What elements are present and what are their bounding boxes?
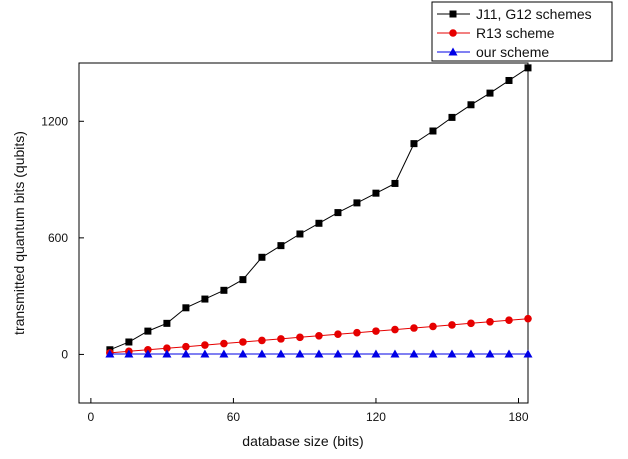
data-point — [124, 349, 134, 358]
data-point — [524, 64, 532, 72]
data-point — [276, 349, 286, 358]
x-axis-label: database size (bits) — [242, 433, 363, 449]
legend: J11, G12 schemes R13 scheme our scheme — [431, 1, 613, 62]
data-point — [295, 349, 305, 358]
data-point — [486, 89, 494, 97]
data-point — [391, 325, 399, 334]
data-point — [182, 304, 190, 312]
data-point — [371, 349, 381, 358]
data-point — [182, 342, 190, 351]
data-point — [201, 295, 209, 303]
data-point — [523, 349, 533, 358]
data-point — [410, 324, 418, 332]
data-point — [163, 344, 171, 353]
data-point — [429, 127, 437, 135]
legend-entry-label: our scheme — [476, 44, 549, 60]
legend-entry-label: J11, G12 schemes — [476, 6, 592, 22]
legend-marker — [449, 29, 457, 37]
data-point — [219, 349, 229, 358]
y-tick-label: 600 — [48, 231, 68, 245]
data-point — [372, 189, 380, 197]
data-point — [277, 335, 285, 343]
data-point — [504, 349, 514, 358]
data-point — [315, 219, 323, 227]
data-point — [409, 349, 419, 358]
data-point — [144, 327, 152, 335]
data-point — [447, 349, 457, 358]
legend-marker — [449, 10, 457, 18]
data-point — [505, 316, 513, 325]
data-point — [257, 349, 267, 358]
data-point — [410, 140, 418, 148]
data-point — [258, 336, 266, 345]
x-tick-label: 60 — [227, 410, 241, 424]
data-point — [372, 327, 380, 335]
data-point — [239, 276, 247, 284]
data-point — [162, 349, 172, 358]
plot-frame — [78, 62, 529, 404]
data-point — [467, 101, 475, 109]
data-point — [333, 349, 343, 358]
x-tick-label: 0 — [88, 410, 95, 424]
x-tick-label: 180 — [508, 410, 528, 424]
legend-box — [431, 1, 613, 62]
data-point — [390, 349, 400, 358]
legend-marker — [448, 47, 458, 56]
data-point — [296, 333, 304, 342]
data-point — [277, 242, 285, 250]
y-tick-label: 1200 — [41, 114, 68, 128]
data-point — [524, 314, 532, 323]
data-point — [125, 338, 133, 346]
y-tick-label: 0 — [61, 347, 68, 361]
data-point — [505, 76, 513, 84]
data-point — [201, 341, 209, 349]
data-point — [238, 349, 248, 358]
data-point — [105, 349, 115, 358]
data-point — [428, 349, 438, 358]
x-tick-label: 120 — [366, 410, 386, 424]
data-point — [353, 328, 361, 337]
data-point — [239, 338, 247, 346]
data-point — [163, 319, 171, 327]
data-point — [352, 349, 362, 358]
data-point — [314, 349, 324, 358]
data-point — [296, 230, 304, 238]
data-point — [466, 349, 476, 358]
data-point — [467, 319, 475, 328]
data-point — [486, 317, 494, 326]
data-point — [391, 179, 399, 187]
data-point — [200, 349, 210, 358]
data-point — [448, 113, 456, 121]
data-point — [181, 349, 191, 358]
y-axis-label: transmitted quantum bits (qubits) — [11, 131, 27, 335]
data-point — [143, 349, 153, 358]
data-point — [220, 339, 228, 348]
data-point — [258, 253, 266, 261]
data-point — [220, 286, 228, 294]
data-point — [315, 331, 323, 340]
series-layer — [105, 64, 533, 358]
data-point — [448, 321, 456, 329]
axis-ticks: 0 60 120 180 0 600 1200 — [41, 114, 529, 424]
series-line — [109, 67, 529, 351]
data-point — [429, 322, 437, 331]
series-3 — [105, 349, 533, 358]
data-point — [485, 349, 495, 358]
data-point — [334, 330, 342, 339]
series-1 — [106, 64, 532, 354]
data-point — [353, 199, 361, 207]
legend-entry-label: R13 scheme — [476, 25, 555, 41]
data-point — [334, 209, 342, 217]
